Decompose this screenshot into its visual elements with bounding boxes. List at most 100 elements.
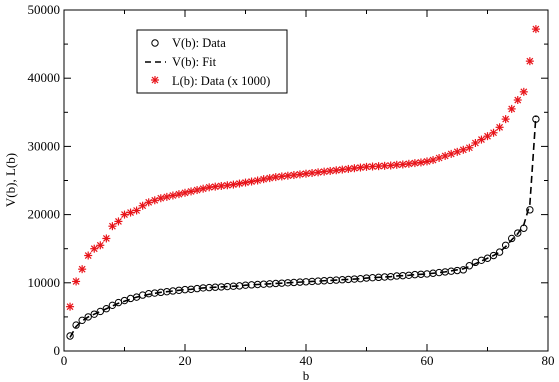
l-data-point (144, 198, 153, 207)
v-data-point (501, 241, 510, 249)
l-data-point (392, 160, 401, 169)
l-data-point (168, 191, 177, 200)
l-data-point (235, 179, 244, 188)
l-data-point (150, 196, 159, 205)
y-tick-label: 20000 (28, 207, 61, 222)
l-data-point (72, 277, 81, 286)
x-tick-label: 40 (300, 353, 313, 368)
l-data-point (350, 164, 359, 173)
l-data-point (519, 87, 528, 96)
l-data-point (320, 167, 329, 176)
l-data-point (477, 135, 486, 144)
l-data-point (96, 241, 105, 250)
series-l-data (66, 25, 540, 311)
l-data-point (90, 244, 99, 253)
y-tick-label: 30000 (28, 138, 61, 153)
l-data-point (283, 171, 292, 180)
l-data-point (302, 169, 310, 178)
legend-marker-l-data (151, 76, 159, 84)
v-data-point (508, 234, 516, 243)
legend-label-v-fit: V(b): Fit (172, 55, 217, 69)
l-data-point (247, 177, 256, 186)
l-data-point (410, 159, 419, 168)
l-data-point (277, 172, 286, 181)
x-tick-label: 60 (421, 353, 434, 368)
v-data-point (72, 321, 80, 329)
x-axis-label: b (303, 368, 310, 382)
l-data-point (495, 123, 504, 132)
y-axis-label: V(b), L(b) (3, 153, 18, 207)
l-data-point (84, 251, 93, 260)
v-data-point (84, 313, 92, 321)
l-data-point (344, 164, 353, 173)
l-data-point (132, 206, 141, 215)
fit-line (69, 115, 537, 338)
l-data-point (181, 188, 189, 197)
legend-label-v-data: V(b): Data (172, 36, 226, 50)
x-tick-label: 80 (542, 353, 555, 368)
y-tick-label: 40000 (28, 70, 61, 85)
v-data-point (96, 307, 105, 316)
l-data-point (465, 143, 474, 152)
y-tick-label: 10000 (28, 275, 61, 290)
l-data-point (489, 128, 498, 137)
l-data-point (531, 25, 540, 34)
l-data-point (259, 175, 268, 184)
v-data-point (514, 229, 522, 237)
l-data-point (416, 158, 425, 167)
l-data-point (295, 170, 304, 179)
v-data-point (90, 310, 98, 318)
legend-marker-v-data (151, 39, 159, 47)
l-data-point (211, 182, 220, 191)
legend-box (136, 29, 288, 94)
l-data-point (374, 162, 383, 171)
l-data-point (114, 217, 123, 226)
l-data-point (314, 168, 323, 177)
v-data-point (465, 262, 474, 270)
v-data-point (526, 206, 534, 214)
l-data-point (513, 96, 522, 105)
series-v-data (66, 115, 540, 340)
l-data-point (441, 151, 450, 160)
l-data-point (253, 176, 262, 185)
l-data-point (229, 180, 238, 189)
v-data-point (495, 248, 504, 256)
l-data-point (126, 208, 135, 217)
l-data-point (525, 57, 534, 66)
v-data-point (483, 254, 492, 262)
legend: V(b): Data V(b): Fit L(b): Data (x 1000) (136, 29, 288, 94)
legend-label-l-data: L(b): Data (x 1000) (172, 74, 270, 88)
l-data-point (108, 222, 117, 231)
l-data-point (66, 302, 75, 311)
l-data-point (429, 156, 438, 165)
l-data-point (501, 115, 510, 124)
x-tick-label: 0 (61, 353, 68, 368)
v-data-point (489, 251, 498, 260)
x-tick-label: 20 (179, 353, 192, 368)
l-data-point (332, 166, 341, 175)
l-data-point (187, 187, 196, 196)
l-data-point (386, 161, 395, 170)
l-data-point (356, 163, 365, 172)
l-data-point (398, 160, 407, 169)
l-data-point (217, 181, 226, 190)
l-data-point (459, 145, 468, 154)
l-data-point (174, 190, 183, 199)
v-data-point (78, 316, 86, 325)
v-data-point (108, 301, 117, 310)
l-data-point (156, 194, 165, 203)
l-data-point (447, 149, 456, 158)
l-data-point (423, 157, 431, 166)
x-axis-ticks: 0 20 40 60 80 (61, 10, 555, 368)
l-data-point (404, 159, 413, 168)
l-data-point (205, 183, 214, 192)
l-data-point (193, 186, 202, 195)
l-data-point (78, 265, 87, 274)
l-data-point (265, 174, 274, 183)
l-data-point (162, 192, 171, 201)
l-data-point (241, 178, 250, 187)
v-data-point (520, 224, 528, 232)
v-data-point (66, 332, 74, 340)
l-data-point (453, 147, 462, 156)
l-data-point (138, 201, 147, 210)
